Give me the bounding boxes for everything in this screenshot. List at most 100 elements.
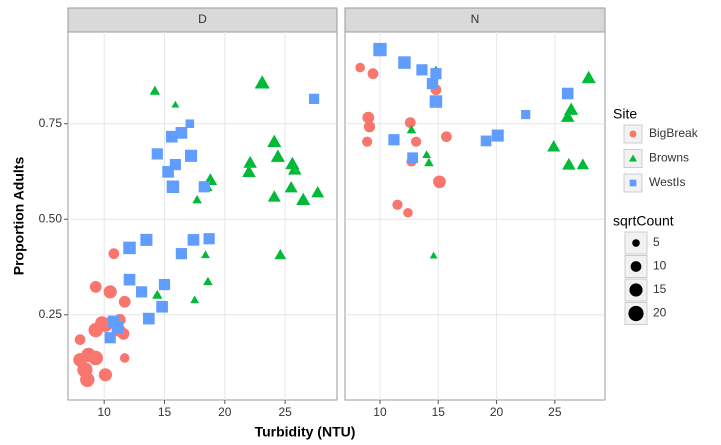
- point: [407, 152, 418, 164]
- point: [403, 207, 413, 218]
- point: [311, 186, 325, 198]
- point: [156, 300, 168, 313]
- point: [562, 157, 576, 170]
- point: [480, 135, 492, 147]
- point: [430, 68, 442, 80]
- point: [254, 75, 270, 89]
- legend-size-marker: [632, 239, 640, 247]
- strip: [67, 7, 338, 33]
- point: [166, 180, 180, 194]
- point: [158, 278, 171, 291]
- point: [363, 121, 376, 133]
- point: [108, 248, 120, 260]
- point: [74, 334, 86, 345]
- point: [151, 148, 163, 160]
- point: [406, 125, 417, 134]
- point: [560, 110, 575, 122]
- point: [561, 87, 574, 100]
- point: [416, 64, 428, 76]
- size-legend-title: sqrtCount: [613, 213, 674, 229]
- point: [426, 77, 439, 90]
- x-tick-label: 10: [373, 405, 387, 419]
- point: [111, 321, 124, 334]
- point: [429, 251, 438, 259]
- point: [175, 127, 188, 139]
- legend-label: Browns: [649, 151, 689, 165]
- point: [398, 56, 411, 69]
- x-tick-label: 15: [432, 405, 446, 419]
- x-tick-label: 25: [548, 405, 562, 419]
- legend-label: WestIs: [649, 175, 685, 189]
- point: [270, 149, 285, 162]
- x-tick-label: 25: [278, 405, 292, 419]
- point: [118, 295, 131, 308]
- legend-size-marker: [628, 305, 644, 322]
- legend-marker: [628, 154, 638, 162]
- legend-size-marker: [630, 261, 642, 272]
- point: [267, 190, 281, 202]
- point: [411, 136, 422, 147]
- legend-title: Site: [613, 106, 637, 122]
- point: [441, 131, 452, 143]
- point: [187, 234, 200, 246]
- point: [422, 150, 431, 158]
- legend-label: 15: [653, 282, 667, 296]
- y-tick-label: 0.75: [39, 116, 63, 130]
- point: [123, 273, 136, 286]
- point: [190, 295, 200, 304]
- point: [152, 289, 163, 299]
- point: [169, 159, 181, 171]
- point: [284, 181, 298, 193]
- point: [80, 372, 95, 387]
- point: [203, 233, 215, 245]
- point: [362, 136, 373, 147]
- point: [198, 181, 210, 193]
- point: [142, 312, 155, 325]
- legend-label: 10: [653, 259, 667, 273]
- point: [119, 353, 130, 363]
- point: [288, 162, 302, 175]
- y-tick-label: 0.25: [39, 307, 63, 321]
- x-tick-label: 20: [490, 405, 504, 419]
- point: [392, 199, 403, 210]
- point: [424, 157, 434, 167]
- point: [135, 286, 148, 298]
- point: [104, 332, 116, 344]
- point: [274, 248, 287, 260]
- point: [404, 117, 416, 128]
- y-axis-title: Proportion Adults: [11, 157, 27, 276]
- legend-label: 20: [653, 306, 667, 320]
- point: [98, 368, 112, 382]
- point: [73, 353, 87, 367]
- point: [296, 192, 311, 206]
- point: [175, 248, 187, 260]
- point: [267, 134, 282, 147]
- point: [171, 100, 180, 108]
- legend-marker: [629, 179, 637, 187]
- point: [149, 85, 161, 95]
- point: [89, 280, 102, 293]
- point: [162, 166, 174, 178]
- x-tick-label: 15: [158, 405, 172, 419]
- x-tick-label: 20: [218, 405, 232, 419]
- point: [581, 70, 596, 84]
- strip: [344, 7, 606, 33]
- point: [165, 130, 178, 143]
- x-axis-title: Turbidity (NTU): [255, 424, 356, 440]
- facet-title: N: [471, 12, 480, 26]
- point: [184, 149, 198, 162]
- legend-marker: [629, 130, 637, 138]
- facet-title: D: [198, 12, 207, 26]
- point: [433, 175, 446, 189]
- point: [192, 194, 202, 204]
- point: [521, 109, 531, 120]
- point: [355, 62, 365, 73]
- point: [203, 276, 213, 286]
- point: [243, 155, 257, 168]
- point: [242, 165, 256, 177]
- point: [88, 350, 103, 366]
- panel: [344, 31, 606, 401]
- point: [373, 42, 387, 57]
- legend-size-marker: [629, 283, 643, 297]
- point: [576, 158, 590, 170]
